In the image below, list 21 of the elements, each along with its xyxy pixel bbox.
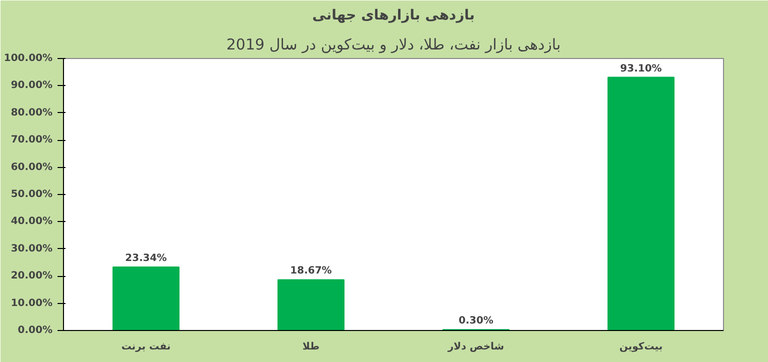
y-tick-label: 30.00% [10,243,53,254]
y-tick-label: 0.00% [18,325,53,336]
y-tick-label: 70.00% [10,134,53,146]
y-tick-label: 20.00% [10,270,53,282]
x-tick-label: نفت برنت [121,342,171,352]
data-label: 18.67% [290,266,332,277]
x-tick-label: شاخص دلار [446,342,504,352]
y-tick-label: 60.00% [10,162,53,173]
y-tick-label: 50.00% [10,189,53,200]
y-tick-label: 40.00% [10,216,53,228]
y-tick-label: 100.00% [4,53,52,64]
x-tick-label: طلا [302,342,320,352]
chart-subtitle: بازدهی بازار نفت، طلا، دلار و بیت‌کوین در سال 2019 [226,36,561,54]
y-tick-label: 90.00% [10,80,53,92]
data-label: 93.10% [620,63,662,74]
y-tick-label: 10.00% [10,298,53,309]
data-label: 23.34% [125,253,167,264]
data-label: 0.30% [458,316,494,327]
y-tick-label: 80.00% [10,107,53,118]
chart-title: بازدهی بازارهای جهانی [312,8,475,24]
x-tick-label: بیت‌کوین [619,342,663,352]
